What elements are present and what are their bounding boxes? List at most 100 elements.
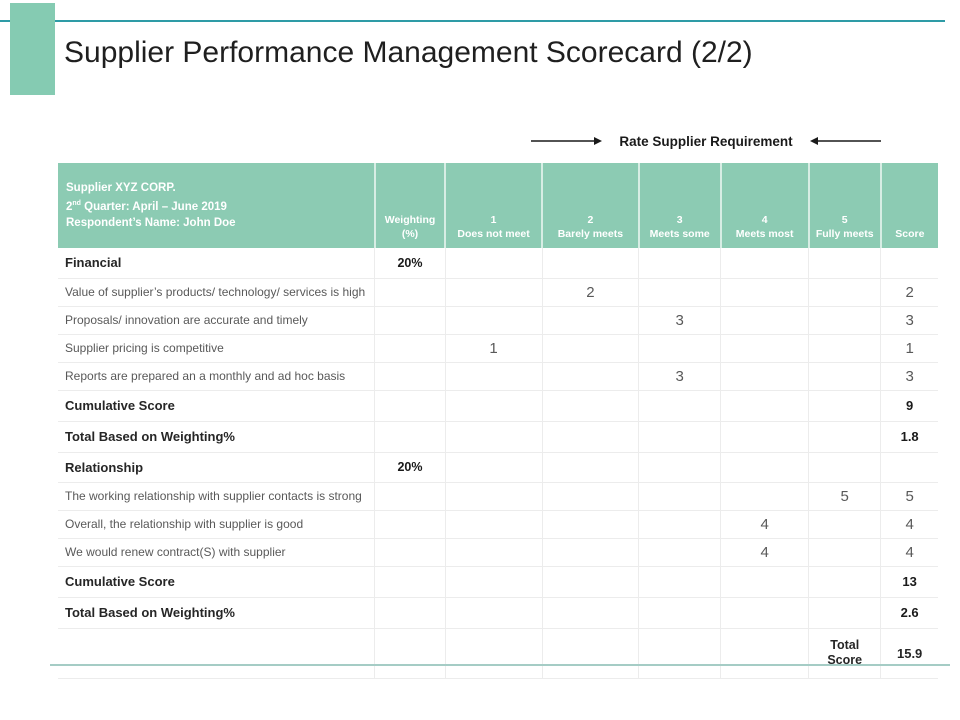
rating-cell-5 [808, 334, 881, 363]
weighting-cell [374, 482, 446, 511]
rate-supplier-callout: Rate Supplier Requirement [518, 131, 894, 151]
rating-cell-5 [808, 597, 881, 629]
rating-cell-4 [720, 482, 809, 511]
row-label-cell: We would renew contract(S) with supplier [58, 538, 375, 567]
row-label-cell: Reports are prepared an a monthly and ad… [58, 362, 375, 391]
weighting-cell [374, 628, 446, 679]
table-row: Proposals/ innovation are accurate and t… [58, 306, 938, 335]
table-row: Value of supplier’s products/ technology… [58, 278, 938, 307]
weighting-cell [374, 334, 446, 363]
rating-cell-2 [541, 390, 639, 422]
score-cell: 5 [880, 482, 938, 511]
rating-cell-2 [541, 510, 639, 539]
weighting-cell: 20% [374, 248, 446, 279]
rating-cell-3: 3 [638, 362, 721, 391]
rating-cell-1 [444, 421, 542, 453]
row-label-cell: Value of supplier’s products/ technology… [58, 278, 375, 307]
rate-supplier-label: Rate Supplier Requirement [619, 133, 793, 149]
supplier-quarter: 2nd Quarter: April – June 2019 [66, 200, 227, 213]
weighting-cell [374, 538, 446, 567]
rating-cell-1 [444, 248, 542, 279]
rating-cell-3 [638, 278, 721, 307]
rating-cell-2 [541, 628, 639, 679]
score-cell: 1.8 [880, 421, 938, 453]
rating-cell-5 [808, 538, 881, 567]
table-row: Reports are prepared an a monthly and ad… [58, 362, 938, 391]
column-header-barely-meets: 2 Barely meets [541, 163, 639, 248]
row-label-cell: Financial [58, 248, 375, 279]
weighting-cell [374, 597, 446, 629]
rating-cell-3 [638, 248, 721, 279]
row-label-cell: Cumulative Score [58, 566, 375, 598]
rating-cell-1 [444, 597, 542, 629]
score-cell: 2 [880, 278, 938, 307]
rating-cell-4 [720, 421, 809, 453]
score-cell: 9 [880, 390, 938, 422]
respondent-name: Respondent’s Name: John Doe [66, 216, 236, 229]
weighting-cell [374, 390, 446, 422]
scorecard-table: Supplier XYZ CORP. 2nd Quarter: April – … [58, 163, 938, 679]
table-row: Total Based on Weighting% 1.8 [58, 421, 938, 453]
rating-cell-2 [541, 538, 639, 567]
rating-cell-3 [638, 390, 721, 422]
rating-cell-1 [444, 306, 542, 335]
rating-cell-2 [541, 362, 639, 391]
score-cell: 13 [880, 566, 938, 598]
rating-cell-4 [720, 278, 809, 307]
weighting-cell [374, 362, 446, 391]
score-cell [880, 452, 938, 483]
table-row: Total Score 15.9 [58, 628, 938, 679]
row-label-cell: Relationship [58, 452, 375, 483]
rating-cell-1 [444, 510, 542, 539]
rating-cell-5: Total Score [808, 628, 881, 679]
left-pointing-arrow-icon [809, 137, 881, 145]
rating-cell-5 [808, 566, 881, 598]
rating-cell-5 [808, 248, 881, 279]
column-header-fully-meets: 5 Fully meets [807, 163, 881, 248]
rating-cell-1 [444, 538, 542, 567]
rating-cell-3 [638, 566, 721, 598]
weighting-cell: 20% [374, 452, 446, 483]
table-row: Relationship 20% [58, 452, 938, 483]
column-header-meets-most: 4 Meets most [719, 163, 809, 248]
table-row: Financial 20% [58, 248, 938, 279]
rating-cell-1 [444, 482, 542, 511]
rating-cell-2 [541, 248, 639, 279]
score-cell: 4 [880, 538, 938, 567]
top-accent-line [0, 20, 945, 22]
row-label-cell: Cumulative Score [58, 390, 375, 422]
score-cell: 1 [880, 334, 938, 363]
row-label-cell: Proposals/ innovation are accurate and t… [58, 306, 375, 335]
rating-cell-3 [638, 482, 721, 511]
rating-cell-2 [541, 452, 639, 483]
rating-cell-1 [444, 628, 542, 679]
rating-cell-5 [808, 510, 881, 539]
rating-cell-2 [541, 482, 639, 511]
rating-cell-4 [720, 452, 809, 483]
score-cell [880, 248, 938, 279]
rating-cell-3: 3 [638, 306, 721, 335]
column-header-does-not-meet: 1 Does not meet [444, 163, 542, 248]
table-row: Cumulative Score 9 [58, 390, 938, 422]
rating-cell-1 [444, 452, 542, 483]
score-cell: 4 [880, 510, 938, 539]
rating-cell-1 [444, 390, 542, 422]
rating-cell-3 [638, 628, 721, 679]
rating-cell-4 [720, 597, 809, 629]
score-cell: 3 [880, 306, 938, 335]
rating-cell-5 [808, 278, 881, 307]
column-header-score: Score [879, 163, 938, 248]
rating-cell-4 [720, 628, 809, 679]
rating-cell-3 [638, 421, 721, 453]
rating-cell-4: 4 [720, 510, 809, 539]
weighting-cell [374, 510, 446, 539]
rating-cell-4 [720, 362, 809, 391]
table-header-row: Supplier XYZ CORP. 2nd Quarter: April – … [58, 163, 938, 248]
table-row: Cumulative Score 13 [58, 566, 938, 598]
rating-cell-5 [808, 390, 881, 422]
weighting-cell [374, 421, 446, 453]
row-label-cell: The working relationship with supplier c… [58, 482, 375, 511]
rating-cell-3 [638, 452, 721, 483]
rating-cell-2 [541, 566, 639, 598]
row-label-cell: Overall, the relationship with supplier … [58, 510, 375, 539]
